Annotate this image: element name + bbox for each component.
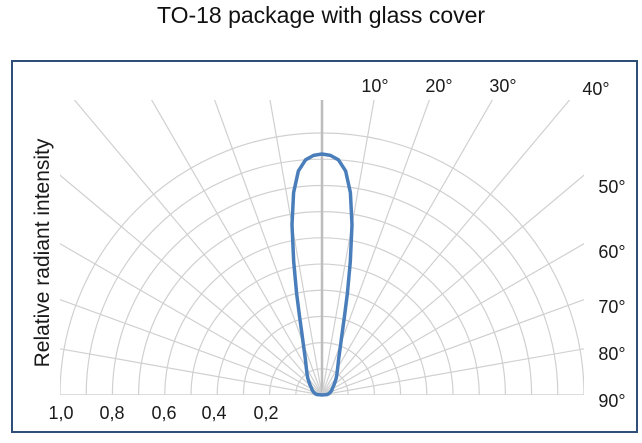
y-axis-label: Relative radiant intensity <box>31 138 54 367</box>
angle-tick-label: 50° <box>598 177 625 197</box>
grid-spoke <box>321 100 494 395</box>
polar-grid <box>60 100 584 395</box>
grid-spoke <box>213 100 323 395</box>
grid-spoke <box>321 100 431 395</box>
angle-tick-label: 80° <box>598 344 625 364</box>
grid-spoke <box>150 100 323 395</box>
radial-tick-label: 0,2 <box>253 403 278 423</box>
grid-spoke <box>321 174 584 395</box>
radial-tick-label: 0,6 <box>151 403 176 423</box>
grid-spoke <box>269 100 323 395</box>
angle-tick-label: 70° <box>598 297 625 317</box>
grid-spoke <box>60 243 323 395</box>
series-group <box>290 152 354 397</box>
series-line <box>290 152 354 397</box>
grid-spoke <box>321 299 584 395</box>
angle-tick-label: 10° <box>361 76 388 96</box>
angle-tick-label: 30° <box>489 76 516 96</box>
chart-frame <box>11 60 638 433</box>
grid-spoke <box>321 243 584 395</box>
grid-spoke <box>60 299 323 395</box>
grid-spoke <box>60 174 323 395</box>
tick-labels: 1,0 0,8 0,6 0,4 0,2 10° 20° 30° 40° 50° 60° 70° 80° 9… <box>48 76 625 423</box>
grid-spoke <box>73 100 323 395</box>
chart-title: TO-18 package with glass cover <box>156 2 486 28</box>
angle-tick-label: 40° <box>582 79 609 99</box>
angle-tick-label: 90° <box>598 391 625 411</box>
angle-tick-label: 60° <box>598 242 625 262</box>
radial-tick-label: 1,0 <box>48 403 73 423</box>
angle-tick-label: 20° <box>425 76 452 96</box>
grid-spoke <box>321 100 375 395</box>
grid-spoke <box>321 348 584 395</box>
radial-tick-label: 0,4 <box>201 403 226 423</box>
grid-spoke <box>60 348 323 395</box>
radial-tick-label: 0,8 <box>99 403 124 423</box>
grid-spoke <box>321 100 571 395</box>
